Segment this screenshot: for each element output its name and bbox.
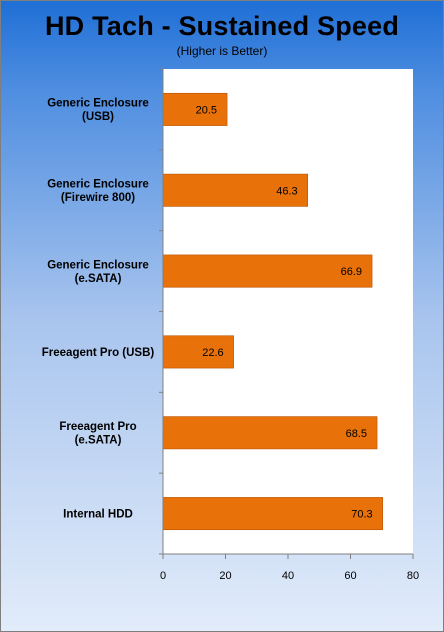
bar-value-label: 46.3 [276, 185, 297, 197]
x-tick-label: 40 [282, 570, 294, 582]
category-label: Generic Enclosure [47, 259, 149, 271]
bar [162, 92, 228, 126]
bar [162, 254, 373, 288]
category-label: Freeagent Pro [59, 421, 136, 433]
x-tick-label: 20 [219, 570, 231, 582]
x-tick-label: 0 [160, 570, 166, 582]
category-label: (Firewire 800) [61, 192, 135, 204]
bar-value-label: 68.5 [346, 428, 367, 440]
bar [162, 497, 383, 531]
bar-value-label: 66.9 [341, 266, 362, 278]
category-label: Generic Enclosure [47, 179, 149, 191]
bar-value-label: 20.5 [196, 104, 217, 116]
x-tick-label: 60 [344, 570, 356, 582]
category-label: (e.SATA) [75, 273, 122, 285]
bar-value-label: 70.3 [351, 509, 372, 521]
bar [162, 335, 234, 369]
chart-subtitle: (Higher is Better) [176, 44, 268, 58]
bar [162, 173, 308, 207]
bar [162, 416, 378, 450]
x-tick-label: 80 [407, 570, 419, 582]
category-label: Freeagent Pro (USB) [42, 347, 155, 359]
category-label: (USB) [82, 111, 114, 123]
chart-title: HD Tach - Sustained Speed [44, 11, 400, 41]
category-label: Internal HDD [63, 509, 133, 521]
category-label: (e.SATA) [75, 435, 122, 447]
plot-area [163, 69, 413, 554]
category-label: Generic Enclosure [47, 98, 149, 110]
bar-value-label: 22.6 [202, 347, 223, 359]
